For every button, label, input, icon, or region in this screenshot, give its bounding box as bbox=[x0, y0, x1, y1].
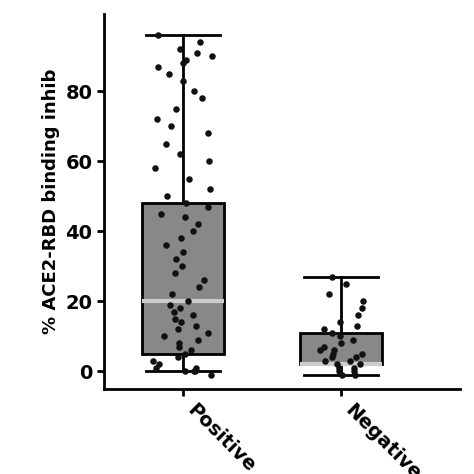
Point bbox=[204, 203, 211, 210]
Point bbox=[322, 357, 329, 365]
Point bbox=[184, 297, 191, 305]
Point bbox=[172, 269, 179, 277]
Point bbox=[180, 77, 187, 84]
Point bbox=[160, 332, 168, 340]
Point bbox=[342, 280, 349, 288]
Point bbox=[191, 367, 199, 375]
Point bbox=[336, 367, 343, 375]
Point bbox=[162, 241, 169, 249]
Point bbox=[205, 157, 213, 165]
Point bbox=[172, 255, 180, 263]
Point bbox=[177, 319, 184, 326]
Point bbox=[189, 311, 197, 319]
Point bbox=[354, 311, 362, 319]
Point bbox=[181, 367, 189, 375]
Point bbox=[172, 315, 179, 322]
Point bbox=[182, 200, 190, 207]
Point bbox=[336, 332, 343, 340]
Point bbox=[207, 185, 214, 193]
Point bbox=[208, 53, 216, 60]
Point bbox=[325, 291, 333, 298]
Point bbox=[191, 367, 198, 375]
Point bbox=[352, 371, 359, 378]
Point bbox=[173, 105, 180, 112]
Point bbox=[180, 59, 187, 67]
Point bbox=[182, 56, 190, 64]
Point bbox=[328, 329, 336, 337]
Y-axis label: % ACE2-RBD binding inhib: % ACE2-RBD binding inhib bbox=[42, 69, 60, 334]
Point bbox=[338, 371, 346, 378]
Bar bbox=[142, 203, 224, 354]
Point bbox=[153, 364, 160, 372]
Point bbox=[349, 336, 356, 344]
Point bbox=[328, 273, 336, 281]
Point bbox=[358, 350, 366, 357]
Point bbox=[175, 343, 182, 350]
Point bbox=[177, 150, 184, 158]
Point bbox=[154, 31, 162, 39]
Point bbox=[179, 248, 186, 256]
Point bbox=[162, 140, 170, 147]
Point bbox=[174, 325, 182, 333]
Point bbox=[165, 70, 173, 78]
Point bbox=[346, 357, 353, 365]
Point bbox=[190, 228, 197, 235]
Point bbox=[166, 301, 173, 309]
Point bbox=[359, 297, 367, 305]
Point bbox=[164, 192, 171, 200]
Point bbox=[328, 354, 336, 361]
Point bbox=[204, 129, 212, 137]
Point bbox=[178, 263, 186, 270]
Bar bbox=[300, 333, 383, 364]
Point bbox=[193, 49, 201, 56]
Point bbox=[335, 364, 343, 372]
Point bbox=[167, 122, 174, 130]
Point bbox=[190, 87, 198, 95]
Point bbox=[171, 308, 178, 316]
Point bbox=[320, 343, 328, 350]
Point bbox=[354, 322, 361, 329]
Point bbox=[330, 346, 337, 354]
Point bbox=[176, 46, 183, 53]
Point bbox=[154, 63, 161, 71]
Point bbox=[196, 283, 203, 291]
Point bbox=[207, 371, 214, 378]
Point bbox=[200, 276, 207, 284]
Point bbox=[333, 360, 341, 368]
Point bbox=[350, 367, 358, 375]
Point bbox=[151, 164, 158, 172]
Point bbox=[320, 325, 328, 333]
Point bbox=[154, 115, 161, 123]
Point bbox=[352, 354, 359, 361]
Point bbox=[192, 322, 200, 329]
Point bbox=[174, 354, 182, 361]
Point bbox=[175, 339, 182, 347]
Point bbox=[168, 291, 176, 298]
Point bbox=[157, 210, 165, 218]
Point bbox=[329, 350, 337, 357]
Point bbox=[177, 304, 184, 312]
Point bbox=[337, 339, 345, 347]
Point bbox=[204, 329, 211, 337]
Point bbox=[185, 175, 193, 182]
Point bbox=[181, 213, 189, 221]
Point bbox=[196, 38, 204, 46]
Point bbox=[150, 357, 157, 365]
Point bbox=[194, 336, 201, 344]
Point bbox=[188, 346, 195, 354]
Point bbox=[178, 235, 185, 242]
Point bbox=[155, 360, 163, 368]
Point bbox=[359, 304, 366, 312]
Point bbox=[351, 364, 358, 372]
Point bbox=[336, 319, 344, 326]
Point bbox=[194, 220, 202, 228]
Point bbox=[181, 350, 189, 357]
Point bbox=[198, 94, 205, 102]
Point bbox=[192, 364, 200, 372]
Point bbox=[316, 346, 323, 354]
Point bbox=[356, 360, 364, 368]
